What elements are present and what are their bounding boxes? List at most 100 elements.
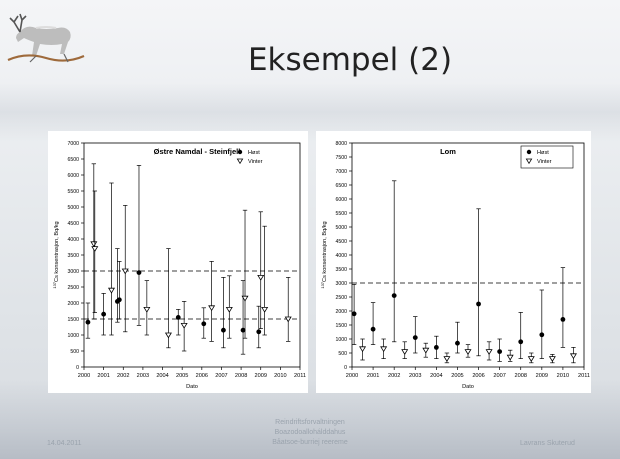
y-tick-label: 2000 — [67, 301, 79, 307]
snow-band-bottom — [0, 380, 620, 459]
plot-frame — [83, 142, 301, 368]
chart-lom: 0 500 1000 1500 2000 2500 3000 3500 4000 4500 5000… — [320, 141, 590, 390]
y-tick-label: 1000 — [67, 333, 79, 339]
data-point-host — [497, 349, 503, 354]
data-point-vinter — [548, 356, 556, 362]
data-point-host — [116, 297, 122, 303]
data-point-host — [101, 311, 107, 317]
y-tick-label: 5000 — [67, 205, 79, 211]
x-tick-label: 2010 — [274, 373, 286, 379]
plot-frame — [351, 142, 585, 368]
y-tick-label: 500 — [338, 351, 347, 357]
y-tick-label: 500 — [70, 349, 79, 355]
data-point-vinter — [261, 307, 269, 313]
x-tick-label: 2002 — [388, 373, 400, 379]
footer-org-line: Boazodoallohálddahus — [274, 429, 346, 436]
x-tick-label: 2007 — [493, 373, 505, 379]
x-tick-label: 2006 — [196, 373, 208, 379]
x-tick-label: 2010 — [557, 373, 569, 379]
y-tick-label: 4500 — [335, 239, 347, 245]
y-tick-label: 4000 — [335, 253, 347, 259]
y-tick-label: 2500 — [335, 295, 347, 301]
data-point-vinter — [208, 305, 216, 312]
legend-label: Høst — [537, 150, 549, 156]
data-point-vinter — [257, 275, 265, 281]
x-tick-label: 2006 — [472, 373, 484, 379]
y-tick-label: 6500 — [335, 183, 347, 189]
data-point-vinter — [241, 295, 249, 302]
x-tick-label: 2011 — [578, 373, 590, 379]
data-point-vinter — [359, 346, 367, 353]
y-tick-label: 2500 — [67, 285, 79, 291]
x-tick-label: 2011 — [294, 373, 306, 379]
y-tick-label: 6500 — [67, 157, 79, 163]
data-point-vinter — [485, 349, 493, 355]
data-point-host — [560, 317, 566, 322]
y-tick-label: 5000 — [335, 225, 347, 231]
slide-title: Eksempel (2) — [247, 42, 453, 78]
data-point-host — [391, 293, 397, 298]
data-point-host — [256, 329, 262, 335]
data-point-host — [136, 270, 142, 275]
y-tick-label: 8000 — [335, 141, 347, 147]
data-point-vinter — [107, 287, 116, 294]
data-point-host — [370, 326, 376, 332]
data-point-vinter — [143, 307, 151, 313]
chart-title: Østre Namdal - Steinfjell — [154, 147, 241, 156]
y-tick-label: 4000 — [67, 237, 79, 243]
data-point-host — [455, 340, 460, 346]
y-tick-label: 3500 — [335, 267, 347, 273]
legend-label: Høst — [248, 150, 260, 156]
legend-marker-host — [526, 149, 532, 155]
data-point-vinter — [569, 353, 577, 360]
legend-box — [520, 145, 574, 169]
x-tick-label: 2004 — [430, 373, 442, 379]
y-axis-label: 137Cs konsentrasjon, Bq/kg — [52, 221, 60, 288]
data-point-host — [539, 332, 545, 338]
data-point-host — [201, 321, 207, 327]
x-tick-label: 2003 — [137, 373, 149, 379]
y-tick-label: 1000 — [335, 337, 347, 343]
y-tick-label: 6000 — [67, 173, 79, 179]
data-point-host — [240, 327, 246, 333]
x-tick-label: 2005 — [176, 373, 188, 379]
y-tick-label: 3500 — [67, 253, 79, 259]
legend-marker-vinter — [525, 158, 533, 165]
x-tick-label: 2001 — [97, 373, 109, 379]
data-point-vinter — [380, 346, 388, 353]
y-tick-label: 0 — [344, 365, 347, 371]
y-tick-label: 3000 — [335, 281, 347, 287]
y-tick-label: 1500 — [335, 323, 347, 329]
data-point-vinter — [401, 349, 409, 355]
data-point-vinter — [121, 268, 129, 275]
x-tick-label: 2009 — [255, 373, 267, 379]
data-point-host — [351, 311, 357, 317]
x-tick-label: 2003 — [409, 373, 421, 379]
footer-org-line: Båatsoe-burriej reereme — [272, 439, 348, 446]
y-tick-label: 0 — [76, 365, 79, 371]
legend-label: Vinter — [537, 159, 552, 165]
y-tick-label: 7000 — [67, 141, 79, 147]
x-tick-label: 2000 — [78, 373, 90, 379]
chart-legend: Høst Vinter — [520, 145, 574, 169]
legend-label: Vinter — [248, 159, 263, 165]
data-point-host — [175, 315, 181, 320]
y-tick-label: 5500 — [67, 189, 79, 195]
x-tick-label: 2009 — [536, 373, 548, 379]
data-point-vinter — [91, 246, 99, 252]
chart-legend: Høst Vinter — [236, 149, 263, 165]
legend-marker-host — [237, 149, 243, 155]
chart-ostre-namdal: 0 500 1000 1500 2000 2500 3000 3500 4000 4500 5000… — [52, 141, 306, 390]
x-tick-label: 2008 — [235, 373, 247, 379]
x-axis-label: Dato — [462, 384, 474, 390]
footer-date: 14.04.2011 — [47, 440, 82, 447]
y-tick-label: 2000 — [335, 309, 347, 315]
data-point-vinter — [164, 332, 172, 339]
y-tick-label: 6000 — [335, 197, 347, 203]
footer-org-line: Reindriftsforvaltningen — [275, 419, 345, 426]
data-point-vinter — [506, 354, 514, 361]
y-axis-label: 137Cs konsentrasjon, Bq/kg — [320, 221, 328, 288]
x-axis-label: Dato — [186, 384, 198, 390]
data-point-vinter — [443, 356, 451, 362]
y-tick-label: 7500 — [335, 155, 347, 161]
